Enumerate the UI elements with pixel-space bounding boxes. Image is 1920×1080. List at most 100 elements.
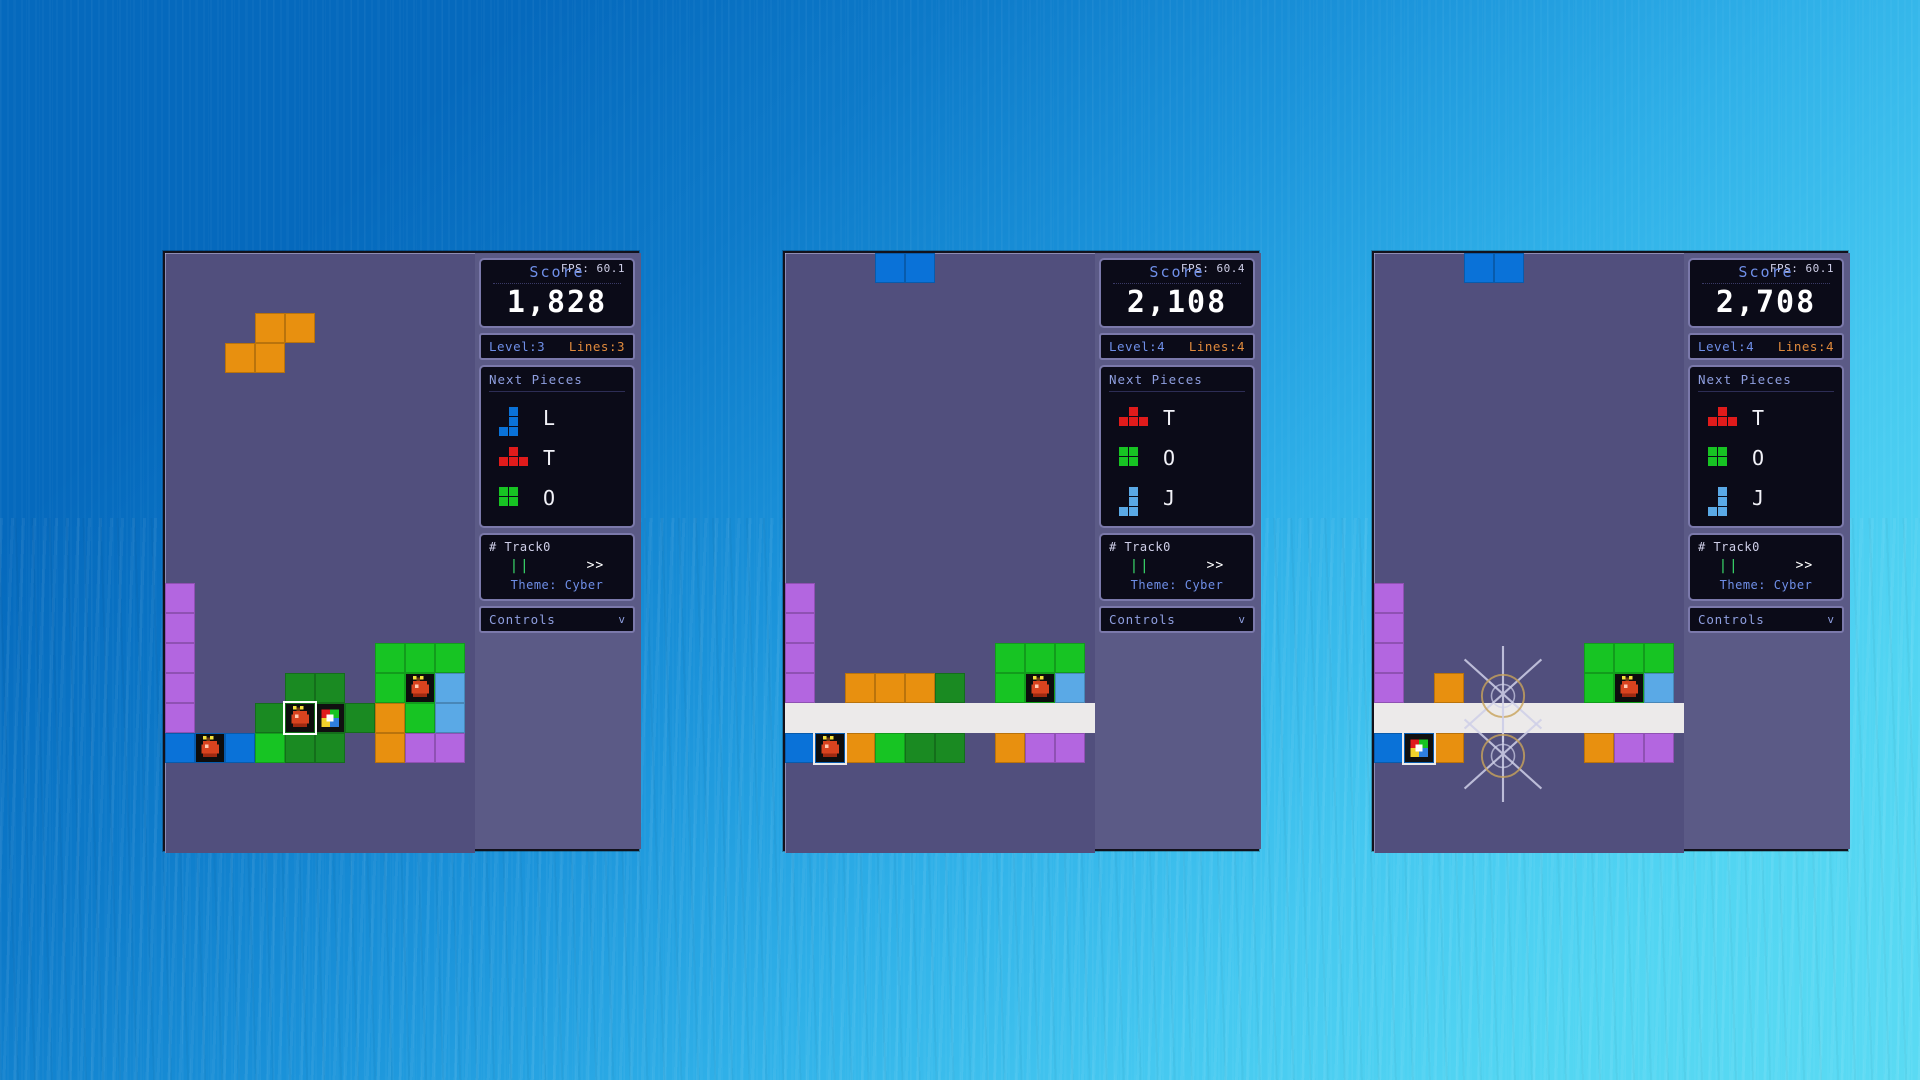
special-block-rainbow: [1404, 733, 1434, 763]
tetris-board[interactable]: [785, 253, 1095, 853]
mini-block: [499, 457, 508, 466]
locked-block: [375, 673, 405, 703]
locked-block: [1374, 733, 1404, 763]
locked-block: [285, 673, 315, 703]
score-title: Score: [1738, 263, 1794, 281]
theme-label: Theme: Cyber: [510, 578, 604, 592]
hud-sidebar: FPS: 60.1 Score 1,828 Level:3 Lines:3 Ne…: [475, 253, 641, 849]
locked-block: [1055, 643, 1085, 673]
next-pieces-divider: [489, 391, 625, 392]
next-piece-label: T: [1752, 406, 1765, 430]
music-track-label: # Track0: [1109, 540, 1171, 554]
chevron-down-icon: v: [1238, 613, 1245, 626]
locked-block: [995, 673, 1025, 703]
locked-block: [785, 643, 815, 673]
locked-block: [165, 583, 195, 613]
locked-block: [1025, 733, 1055, 763]
controls-label: Controls: [489, 612, 556, 627]
next-pieces-divider: [1109, 391, 1245, 392]
locked-block: [845, 673, 875, 703]
next-piece-label: O: [1163, 446, 1176, 470]
theme-label: Theme: Cyber: [1130, 578, 1224, 592]
fps-counter: FPS: 60.1: [1769, 262, 1834, 275]
score-value: 2,108: [1126, 285, 1228, 320]
active-piece-block: [225, 343, 255, 373]
next-piece-row: J: [1109, 478, 1245, 518]
special-block-bomb: [1614, 673, 1644, 703]
bomb-icon: [196, 734, 224, 762]
mini-block: [1119, 457, 1128, 466]
locked-block: [1584, 643, 1614, 673]
next-track-button[interactable]: >>: [1795, 558, 1814, 573]
mini-block: [1708, 507, 1717, 516]
locked-block: [1374, 583, 1404, 613]
mini-block: [1129, 447, 1138, 456]
special-block-bomb: [815, 733, 845, 763]
pause-button[interactable]: ||: [1129, 558, 1151, 574]
music-controls: || >>: [1109, 558, 1245, 574]
board-gridlines: [1374, 253, 1684, 853]
tetris-board[interactable]: [165, 253, 475, 853]
locked-block: [1025, 643, 1055, 673]
mini-block: [1119, 507, 1128, 516]
locked-block: [165, 643, 195, 673]
locked-block: [1374, 613, 1404, 643]
score-value: 2,708: [1715, 285, 1817, 320]
level-lines-panel: Level:4 Lines:4: [1688, 333, 1844, 360]
locked-block: [785, 733, 815, 763]
mini-block: [1718, 497, 1727, 506]
mini-block: [1728, 417, 1737, 426]
locked-block: [1055, 673, 1085, 703]
next-pieces-title: Next Pieces: [1698, 372, 1792, 387]
locked-block: [375, 703, 405, 733]
pause-button[interactable]: ||: [509, 558, 531, 574]
controls-label: Controls: [1698, 612, 1765, 627]
pause-button[interactable]: ||: [1718, 558, 1740, 574]
locked-block: [1434, 733, 1464, 763]
controls-accordion[interactable]: Controls v: [1099, 606, 1255, 633]
locked-block: [935, 733, 965, 763]
next-track-button[interactable]: >>: [586, 558, 605, 573]
level-lines-panel: Level:3 Lines:3: [479, 333, 635, 360]
chevron-down-icon: v: [1827, 613, 1834, 626]
board-gridlines: [165, 253, 475, 853]
next-track-button[interactable]: >>: [1206, 558, 1225, 573]
tetris-board[interactable]: [1374, 253, 1684, 853]
locked-block: [285, 733, 315, 763]
mini-block: [509, 427, 518, 436]
music-controls: || >>: [1698, 558, 1834, 574]
board-gridlines: [785, 253, 1095, 853]
score-divider: [493, 283, 621, 284]
special-block-bomb: [285, 703, 315, 733]
special-block-bomb: [195, 733, 225, 763]
next-piece-label: T: [1163, 406, 1176, 430]
locked-block: [435, 733, 465, 763]
mini-block: [1119, 417, 1128, 426]
locked-block: [375, 733, 405, 763]
mini-block: [1718, 507, 1727, 516]
line-clear-flash: [785, 703, 1095, 733]
next-piece-preview-O: [1119, 447, 1149, 469]
next-piece-preview-J: [1119, 487, 1149, 516]
locked-block: [905, 673, 935, 703]
level-label: Level:4: [1109, 339, 1166, 354]
controls-accordion[interactable]: Controls v: [1688, 606, 1844, 633]
mini-block: [1708, 417, 1717, 426]
mini-block: [1129, 407, 1138, 416]
locked-block: [345, 703, 375, 733]
mini-block: [1129, 487, 1138, 496]
mini-block: [1129, 417, 1138, 426]
controls-label: Controls: [1109, 612, 1176, 627]
level-lines-panel: Level:4 Lines:4: [1099, 333, 1255, 360]
rainbow-icon: [1405, 734, 1433, 762]
lines-label: Lines:3: [568, 339, 625, 354]
next-piece-preview-T: [499, 447, 529, 469]
controls-accordion[interactable]: Controls v: [479, 606, 635, 633]
mini-block: [509, 447, 518, 456]
locked-block: [165, 613, 195, 643]
next-pieces-divider: [1698, 391, 1834, 392]
bomb-icon: [816, 734, 844, 762]
next-piece-preview-T: [1119, 407, 1149, 429]
score-title: Score: [529, 263, 585, 281]
score-panel: FPS: 60.1 Score 1,828: [479, 258, 635, 328]
